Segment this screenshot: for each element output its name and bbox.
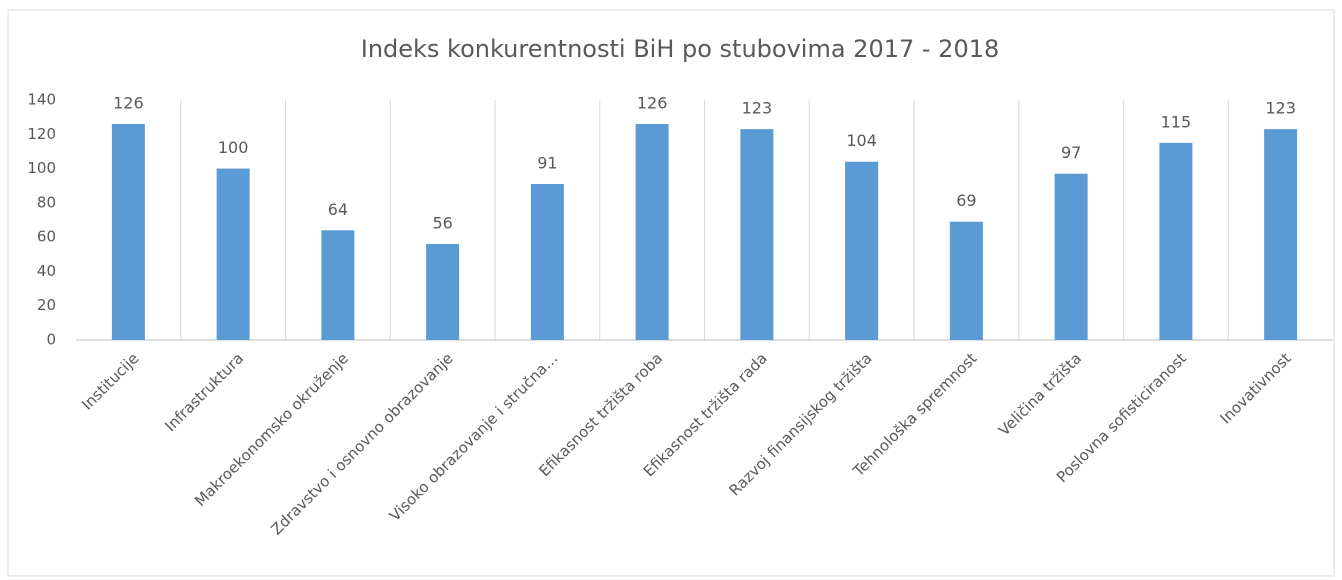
y-tick-label: 0: [46, 331, 56, 349]
bar: [111, 124, 145, 340]
bar: [426, 244, 460, 340]
bar: [949, 221, 983, 340]
data-label: 126: [637, 94, 668, 113]
data-label: 115: [1161, 112, 1192, 131]
bar: [1264, 129, 1298, 340]
bar: [635, 124, 669, 340]
bar: [321, 230, 355, 340]
bar: [740, 129, 774, 340]
data-label: 69: [956, 191, 976, 210]
data-label: 104: [846, 131, 877, 150]
bar: [845, 161, 879, 340]
data-label: 100: [218, 138, 249, 157]
y-tick-label: 120: [27, 125, 56, 143]
bar: [216, 168, 250, 340]
y-tick-label: 80: [37, 193, 56, 211]
y-tick-label: 100: [27, 159, 56, 177]
y-tick-label: 40: [37, 262, 56, 280]
data-label: 64: [328, 200, 348, 219]
data-label: 91: [537, 154, 557, 173]
bar: [1159, 142, 1193, 340]
bar: [530, 184, 564, 340]
data-label: 123: [742, 99, 773, 118]
data-label: 97: [1061, 143, 1081, 162]
y-tick-label: 60: [37, 228, 56, 246]
bar: [1054, 173, 1088, 340]
y-tick-label: 20: [37, 296, 56, 314]
y-tick-label: 140: [27, 91, 56, 109]
chart-title: Indeks konkurentnosti BiH po stubovima 2…: [361, 35, 1000, 63]
data-label: 123: [1265, 99, 1296, 118]
data-label: 56: [432, 214, 452, 233]
data-label: 126: [113, 94, 144, 113]
